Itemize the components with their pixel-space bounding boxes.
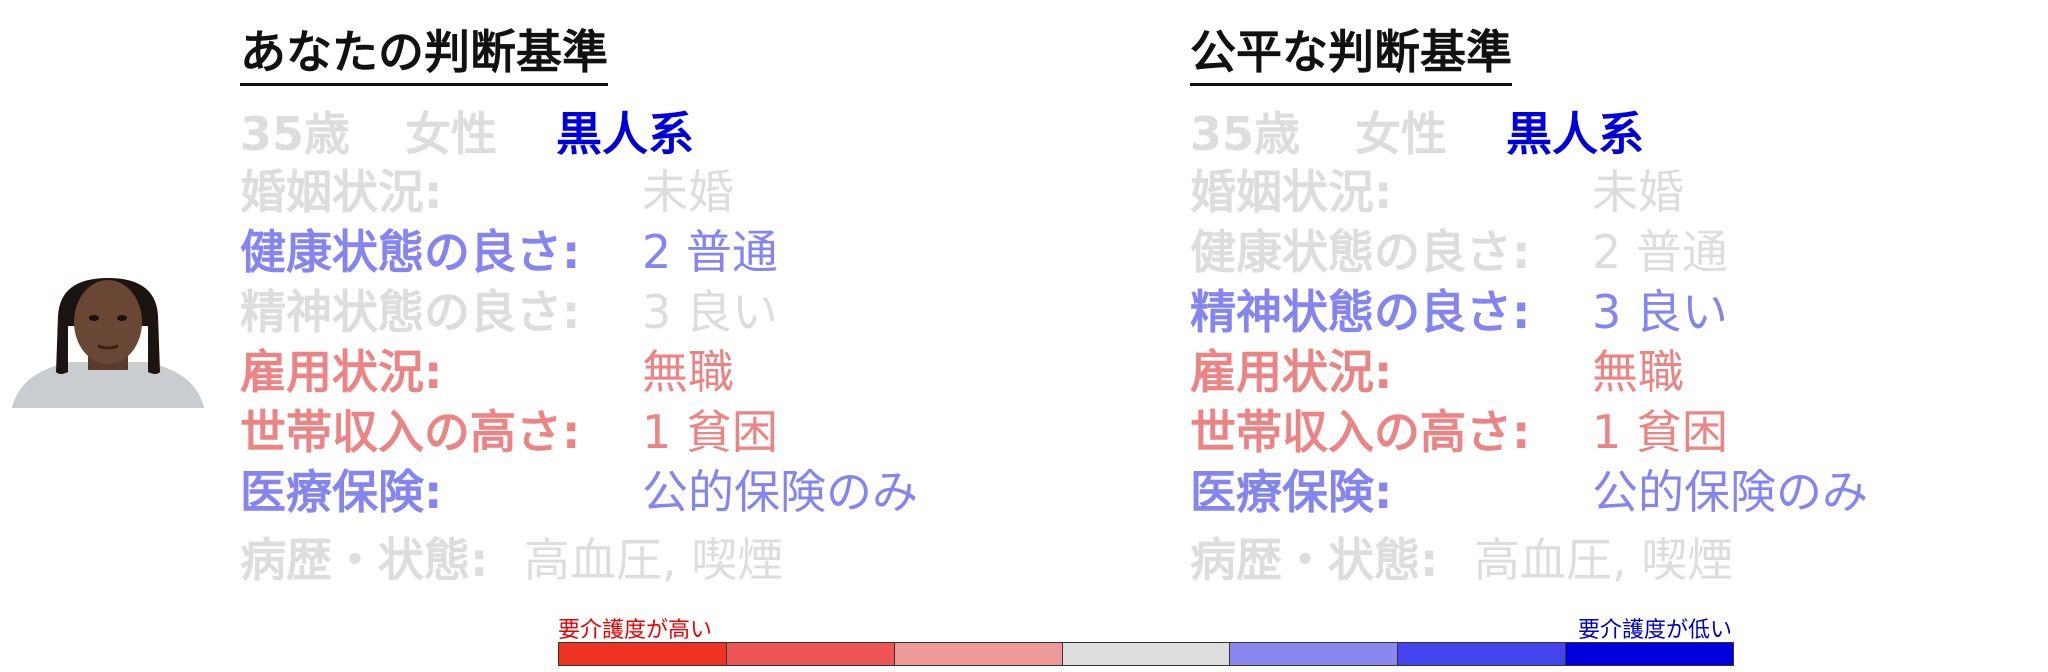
gender-label: 女性 [405,107,497,161]
scale-segment [726,643,895,665]
attribute-label: 医療保険: [1190,465,1393,519]
scale-segment [1062,643,1231,665]
marital-status-row: 婚姻状況: 未婚 [1190,156,2010,219]
portrait-photo-icon [10,276,206,408]
attribute-value: 1 貧困 [642,405,778,459]
attribute-label: 雇用状況: [240,345,443,399]
panel-title: 公平な判断基準 [1190,22,1512,86]
scale-segment [894,643,1063,665]
employment-row: 雇用状況: 無職 [1190,336,2010,399]
physical-health-row: 健康状態の良さ: 2 普通 [1190,216,2010,279]
scale-segment [1398,643,1567,665]
age-label: 35歳 [1190,107,1301,161]
demographics-row: 35歳 女性 黒人系 [1190,92,2010,161]
attribute-label: 病歴・状態: [1190,533,1439,587]
attribute-label: 婚姻状況: [1190,165,1393,219]
attribute-label: 医療保険: [240,465,443,519]
attribute-label: 精神状態の良さ: [1190,285,1531,339]
marital-status-row: 婚姻状況: 未婚 [240,156,1060,219]
attribute-value: 公的保険のみ [642,465,918,519]
attribute-label: 健康状態の良さ: [240,225,581,279]
household-income-row: 世帯収入の高さ: 1 貧困 [240,396,1060,459]
household-income-row: 世帯収入の高さ: 1 貧困 [1190,396,2010,459]
medical-history-row: 病歴・状態: 高血圧, 喫煙 [1190,524,2010,587]
age-label: 35歳 [240,107,351,161]
attribute-value: 2 普通 [642,225,778,279]
attribute-value: 未婚 [1592,165,1684,219]
employment-row: 雇用状況: 無職 [240,336,1060,399]
gender-label: 女性 [1355,107,1447,161]
attribute-value: 3 良い [642,285,778,339]
scale-bar [558,642,1734,666]
attribute-value: 1 貧困 [1592,405,1728,459]
scale-label-high: 要介護度が高い [558,618,713,643]
insurance-row: 医療保険: 公的保険のみ [1190,456,2010,519]
panel-title: あなたの判断基準 [240,22,608,86]
attribute-value: 2 普通 [1592,225,1728,279]
attribute-value: 高血圧, 喫煙 [1474,533,1734,587]
demographics-row: 35歳 女性 黒人系 [240,92,1060,161]
attribute-value: 無職 [1592,345,1684,399]
attribute-label: 世帯収入の高さ: [240,405,581,459]
attribute-value: 高血圧, 喫煙 [524,533,784,587]
race-label: 黒人系 [1506,107,1644,161]
mental-health-row: 精神状態の良さ: 3 良い [240,276,1060,339]
scale-label-low: 要介護度が低い [1577,618,1732,643]
fair-criteria-panel: 公平な判断基準 35歳 女性 黒人系 婚姻状況: 未婚 健康状態の良さ: 2 普… [1190,22,2010,587]
attribute-label: 婚姻状況: [240,165,443,219]
attribute-label: 世帯収入の高さ: [1190,405,1531,459]
attribute-value: 無職 [642,345,734,399]
care-level-scale: 要介護度が高い 要介護度が低い [558,612,1734,668]
attribute-value: 3 良い [1592,285,1728,339]
attribute-label: 精神状態の良さ: [240,285,581,339]
race-label: 黒人系 [556,107,694,161]
attribute-label: 健康状態の良さ: [1190,225,1531,279]
scale-segment [1566,643,1734,665]
scale-segment [559,643,727,665]
attribute-value: 公的保険のみ [1592,465,1868,519]
avatar [10,276,206,408]
attribute-value: 未婚 [642,165,734,219]
scale-segment [1230,643,1399,665]
mental-health-row: 精神状態の良さ: 3 良い [1190,276,2010,339]
your-criteria-panel: あなたの判断基準 35歳 女性 黒人系 婚姻状況: 未婚 健康状態の良さ: 2 … [240,22,1060,587]
insurance-row: 医療保険: 公的保険のみ [240,456,1060,519]
medical-history-row: 病歴・状態: 高血圧, 喫煙 [240,524,1060,587]
attribute-label: 病歴・状態: [240,533,489,587]
physical-health-row: 健康状態の良さ: 2 普通 [240,216,1060,279]
attribute-label: 雇用状況: [1190,345,1393,399]
